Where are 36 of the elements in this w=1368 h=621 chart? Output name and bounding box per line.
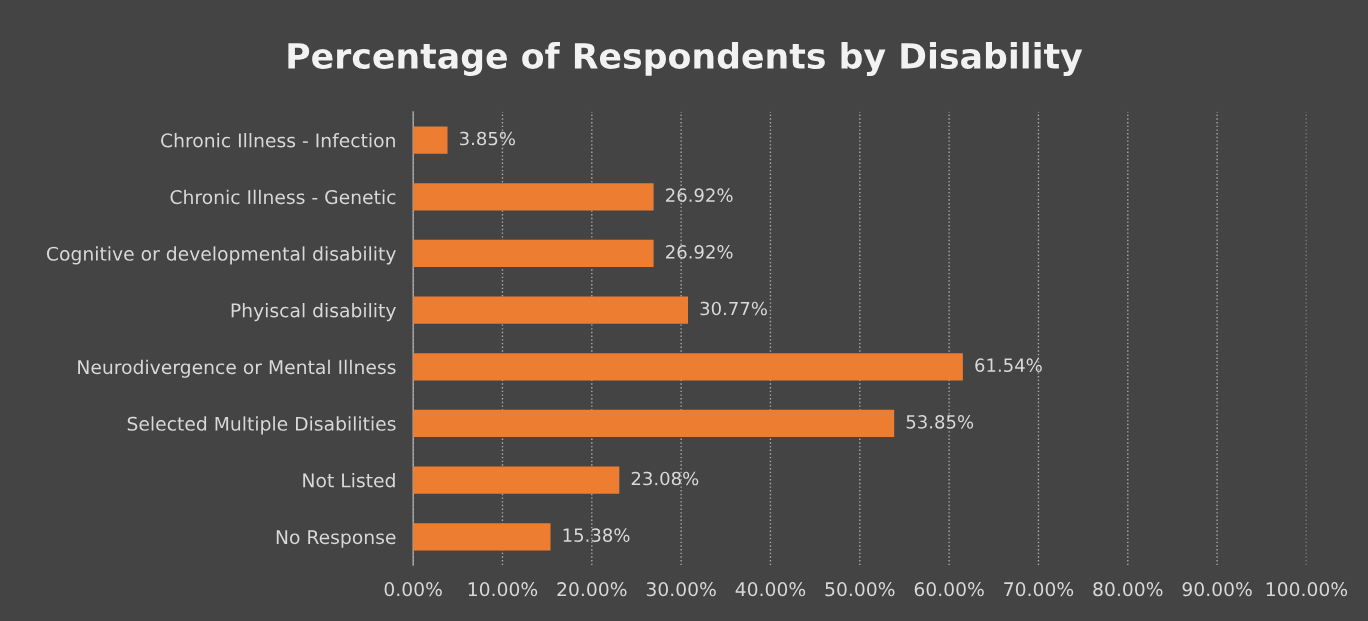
x-tick-label: 60.00% bbox=[914, 582, 984, 597]
bar bbox=[413, 353, 963, 381]
y-tick-label: Selected Multiple Disabilities bbox=[127, 416, 396, 435]
bar bbox=[413, 409, 895, 438]
bar bbox=[413, 126, 448, 154]
data-label: 53.85% bbox=[906, 415, 974, 429]
y-tick-label: Phyiscal disability bbox=[231, 302, 396, 322]
data-label: 61.54% bbox=[975, 358, 1042, 373]
bar bbox=[413, 466, 620, 494]
data-label: 30.77% bbox=[700, 301, 767, 316]
x-tick-label: 70.00% bbox=[1004, 582, 1074, 597]
data-label: 26.92% bbox=[666, 245, 733, 259]
bar bbox=[413, 239, 654, 268]
x-tick-label: 50.00% bbox=[825, 582, 895, 597]
data-label: 26.92% bbox=[666, 188, 733, 203]
y-tick-label: Chronic Illness - Infection bbox=[161, 132, 395, 148]
y-tick-label: Chronic Illness - Genetic bbox=[170, 189, 396, 205]
x-tick-label: 30.00% bbox=[646, 582, 716, 597]
x-tick-label: 10.00% bbox=[468, 582, 538, 597]
data-label: 23.08% bbox=[631, 471, 699, 486]
y-tick-label: Not Listed bbox=[303, 472, 395, 488]
chart-title: Percentage of Respondents by Disability bbox=[288, 42, 1083, 76]
x-tick-label: 0.00% bbox=[384, 582, 442, 597]
x-tick-label: 40.00% bbox=[735, 582, 806, 597]
x-tick-label: 90.00% bbox=[1182, 582, 1252, 597]
x-tick-label: 80.00% bbox=[1093, 582, 1163, 597]
y-tick-label: Neurodivergence or Mental Illness bbox=[78, 359, 396, 378]
y-tick-label: No Response bbox=[276, 530, 396, 548]
bar bbox=[413, 296, 689, 324]
data-label: 15.38% bbox=[563, 528, 630, 543]
y-tick-label: Cognitive or developmental disability bbox=[46, 246, 396, 265]
x-tick-label: 20.00% bbox=[557, 582, 627, 597]
bar bbox=[413, 183, 654, 211]
x-tick-label: 100.00% bbox=[1266, 582, 1348, 597]
bar bbox=[413, 523, 551, 551]
data-label: 3.85% bbox=[460, 131, 515, 146]
